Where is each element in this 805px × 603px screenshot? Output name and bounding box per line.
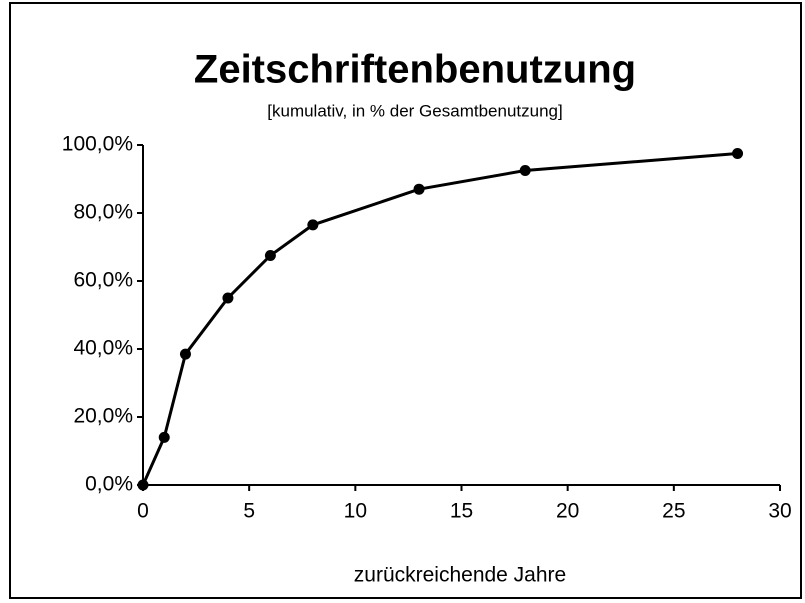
x-tick-label: 30 bbox=[768, 500, 791, 523]
data-point bbox=[307, 219, 319, 231]
x-axis-label: zurückreichende Jahre bbox=[354, 564, 566, 587]
data-point bbox=[264, 250, 276, 261]
x-tick-label: 5 bbox=[243, 500, 255, 523]
x-tick-label: 25 bbox=[662, 500, 685, 523]
chart-subtitle: [kumulativ, in % der Gesamtbenutzung] bbox=[267, 101, 562, 120]
y-tick-label: 80,0% bbox=[73, 201, 133, 224]
data-point bbox=[222, 292, 234, 304]
x-tick-label: 20 bbox=[556, 500, 579, 523]
chart-frame bbox=[9, 2, 802, 599]
x-tick-label: 15 bbox=[450, 500, 473, 523]
y-tick-label: 20,0% bbox=[73, 405, 133, 428]
y-tick-label: 100,0% bbox=[62, 133, 133, 156]
y-tick-label: 0,0% bbox=[85, 473, 133, 496]
y-tick-label: 60,0% bbox=[73, 269, 133, 292]
x-tick-label: 10 bbox=[344, 500, 367, 523]
chart-title: Zeitschriftenbenutzung bbox=[194, 48, 636, 92]
x-tick-label: 0 bbox=[137, 500, 149, 523]
y-tick-label: 40,0% bbox=[73, 337, 133, 360]
data-point bbox=[158, 431, 170, 443]
data-point bbox=[732, 148, 744, 159]
data-point bbox=[179, 348, 191, 360]
data-point bbox=[519, 165, 531, 176]
data-point bbox=[413, 183, 425, 195]
data-point bbox=[137, 479, 149, 491]
